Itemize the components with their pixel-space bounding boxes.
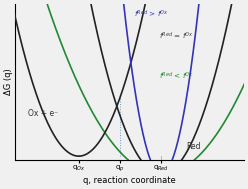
Text: f$^{Red}$ = f$^{Ox}$: f$^{Red}$ = f$^{Ox}$ (159, 31, 194, 42)
Text: Red: Red (186, 142, 201, 151)
X-axis label: q, reaction coordinate: q, reaction coordinate (83, 176, 176, 185)
Text: f$^{Red}$ > f$^{Ox}$: f$^{Red}$ > f$^{Ox}$ (134, 9, 169, 20)
Text: Ox + e⁻: Ox + e⁻ (28, 109, 59, 118)
Text: f$^{Red}$ < f$^{Ox}$: f$^{Red}$ < f$^{Ox}$ (159, 71, 194, 82)
Y-axis label: ΔG (q): ΔG (q) (4, 69, 13, 95)
